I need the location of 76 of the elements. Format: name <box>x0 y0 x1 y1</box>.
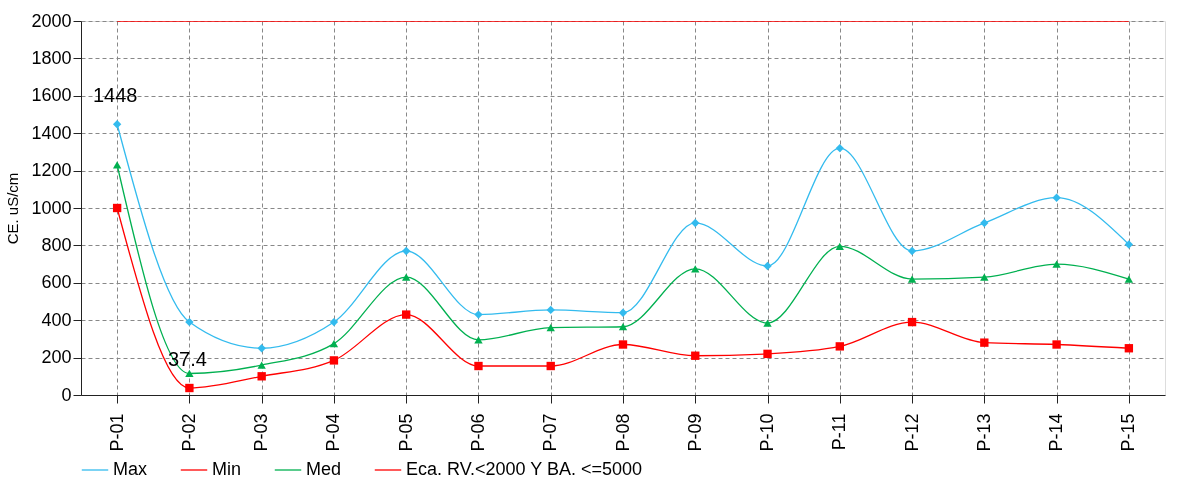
legend-label: Max <box>113 459 148 479</box>
point <box>474 310 483 319</box>
x-tick-label: P-04 <box>323 413 344 452</box>
x-tick-label: P-07 <box>540 413 561 452</box>
y-tick-label: 1800 <box>31 47 72 68</box>
y-tick-label: 2000 <box>31 10 72 31</box>
point <box>474 361 483 371</box>
data-label: 1448 <box>92 84 138 107</box>
y-tick-label: 0 <box>61 384 72 405</box>
point <box>691 351 700 360</box>
x-tick-label: P-10 <box>757 413 778 452</box>
point <box>185 317 194 327</box>
x-tick-label: P-15 <box>1118 413 1139 452</box>
point <box>618 340 628 349</box>
point <box>546 361 555 371</box>
legend-label: Med <box>306 459 342 479</box>
point <box>980 273 989 281</box>
point <box>1124 275 1134 283</box>
legend-label: Eca. RV.<2000 Y BA. <=5000 <box>406 459 643 479</box>
point <box>763 349 772 359</box>
legend-label: Min <box>212 459 242 479</box>
y-tick-label: 200 <box>41 347 72 368</box>
x-tick-label: P-09 <box>684 413 705 452</box>
y-tick-label: 1200 <box>31 160 72 181</box>
point <box>185 383 194 393</box>
y-tick-label: 1000 <box>31 197 72 218</box>
point <box>402 246 411 256</box>
point <box>329 356 339 365</box>
point <box>618 308 628 317</box>
point <box>329 317 339 327</box>
point <box>257 372 266 381</box>
point <box>546 305 555 315</box>
point <box>185 369 194 378</box>
y-tick-label: 400 <box>41 309 72 330</box>
x-tick-label: P-01 <box>106 413 127 452</box>
point <box>907 246 917 256</box>
point <box>835 342 844 351</box>
point <box>257 361 266 369</box>
y-tick-label: 800 <box>41 234 72 255</box>
point <box>1124 240 1134 249</box>
x-tick-label: P-02 <box>178 413 199 452</box>
point <box>546 324 555 332</box>
y-tick-label: 600 <box>41 272 72 293</box>
point <box>763 261 772 271</box>
x-tick-label: P-06 <box>467 413 488 452</box>
point <box>402 273 411 281</box>
x-tick-label: P-03 <box>251 413 272 452</box>
x-tick-label: P-14 <box>1046 413 1067 452</box>
y-axis-title: CE. uS/cm <box>4 172 22 245</box>
point <box>980 218 989 228</box>
point <box>691 218 700 228</box>
point <box>112 120 122 129</box>
y-tick-label: 1600 <box>31 85 72 106</box>
x-tick-label: P-13 <box>973 413 994 452</box>
x-tick-label: P-05 <box>395 413 416 452</box>
x-tick-label: P-12 <box>901 413 922 452</box>
point <box>835 242 844 250</box>
point <box>835 143 844 153</box>
x-tick-label: P-11 <box>829 413 850 451</box>
point <box>691 265 700 273</box>
point <box>907 275 917 283</box>
y-tick-label: 1400 <box>31 122 72 143</box>
point <box>329 339 339 348</box>
point <box>402 310 411 319</box>
point <box>618 323 628 331</box>
x-tick-label: P-08 <box>612 413 633 452</box>
point <box>907 317 917 327</box>
point <box>1052 260 1061 268</box>
point <box>257 344 266 353</box>
point <box>763 319 772 327</box>
point <box>980 338 989 347</box>
point <box>1052 193 1061 202</box>
point <box>112 161 122 169</box>
point <box>112 203 122 213</box>
point <box>1124 344 1134 353</box>
point <box>1052 340 1061 349</box>
